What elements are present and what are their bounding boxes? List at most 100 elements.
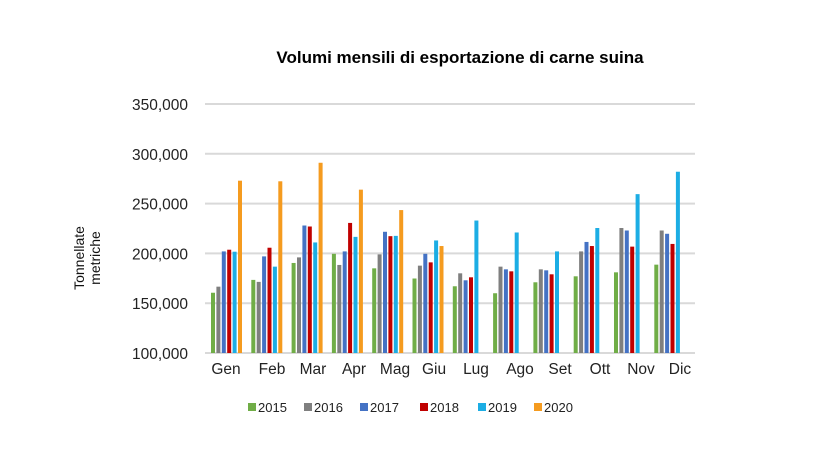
bar-Feb-2019 <box>272 266 277 353</box>
y-axis-ticks: 100,000 150,000 200,000 250,000 300,000 350,0… <box>132 97 188 363</box>
bar-Apr-2015 <box>331 253 336 353</box>
bar-Feb-2018 <box>267 247 272 353</box>
bar-Lug-2015 <box>452 286 457 353</box>
bar-Nov-2018 <box>630 246 635 353</box>
bar-Lug-2018 <box>469 277 473 353</box>
x-tick-label: Apr <box>342 361 366 378</box>
bar-Nov-2017 <box>624 230 629 353</box>
bar-Feb-2020 <box>278 181 283 353</box>
bar-Set-2016 <box>538 269 543 353</box>
bar-Mag-2016 <box>377 254 382 353</box>
x-tick-label: Nov <box>627 361 655 378</box>
legend-swatch-2018 <box>420 403 428 411</box>
bar-Gen-2017 <box>221 251 226 353</box>
bar-Ago-2016 <box>498 266 503 353</box>
bar-Ott-2016 <box>579 251 584 353</box>
bar-Giu-2020 <box>439 246 444 353</box>
legend-label: 2015 <box>258 400 287 415</box>
bar-Ott-2017 <box>584 241 589 353</box>
bar-Mag-2018 <box>388 236 393 353</box>
legend-swatch-2019 <box>478 403 486 411</box>
y-tick-label: 350,000 <box>132 97 188 114</box>
bar-Ago-2015 <box>493 293 498 353</box>
bar-Mar-2015 <box>291 262 296 353</box>
bar-Mar-2020 <box>318 162 323 353</box>
bar-Feb-2016 <box>256 281 261 353</box>
y-tick-label: 300,000 <box>132 147 188 164</box>
chart-title: Volumi mensili di esportazione di carne … <box>276 48 644 67</box>
bar-Apr-2018 <box>348 222 353 353</box>
x-tick-label: Mar <box>300 361 327 378</box>
bar-Nov-2019 <box>635 194 640 353</box>
x-tick-label: Gen <box>211 361 240 378</box>
bar-Mag-2017 <box>383 231 387 353</box>
bar-Gen-2016 <box>216 286 221 353</box>
bar-Apr-2020 <box>358 189 363 353</box>
bar-Dic-2018 <box>670 243 675 353</box>
x-tick-label: Giu <box>422 361 446 378</box>
bar-Dic-2017 <box>665 233 670 353</box>
bar-Apr-2016 <box>337 264 342 353</box>
bar-Set-2019 <box>555 251 559 353</box>
bar-Gen-2015 <box>211 292 215 353</box>
bar-Lug-2017 <box>463 280 468 353</box>
bar-Ott-2019 <box>595 228 600 353</box>
bar-Gen-2019 <box>232 251 237 353</box>
y-tick-label: 250,000 <box>132 197 188 214</box>
legend-label: 2017 <box>370 400 399 415</box>
y-axis-label-line-1: Tonnellate <box>71 226 87 290</box>
legend-label: 2016 <box>314 400 343 415</box>
y-axis-label: Tonnellate metriche <box>71 226 103 290</box>
bar-Mag-2015 <box>372 268 377 353</box>
y-tick-label: 150,000 <box>132 296 188 313</box>
y-tick-label: 200,000 <box>132 246 188 263</box>
bar-Ott-2018 <box>589 246 594 353</box>
bar-Mar-2017 <box>302 225 307 353</box>
bar-Nov-2015 <box>614 272 618 353</box>
legend-label: 2019 <box>488 400 517 415</box>
x-tick-label: Feb <box>259 361 286 378</box>
legend-swatch-2016 <box>304 403 312 411</box>
legend-label: 2018 <box>430 400 459 415</box>
bar-Set-2017 <box>544 270 549 353</box>
bar-Lug-2016 <box>458 273 463 353</box>
bar-Ott-2015 <box>573 276 578 353</box>
bar-Gen-2018 <box>227 249 232 353</box>
x-tick-label: Mag <box>380 361 410 378</box>
bar-Dic-2019 <box>675 171 680 353</box>
bar-Giu-2016 <box>417 265 422 353</box>
bar-Giu-2019 <box>434 240 439 353</box>
bar-Mag-2020 <box>399 210 404 353</box>
bar-Giu-2017 <box>423 253 428 353</box>
legend: 2015 2016 2017 2018 2019 2020 <box>248 400 573 415</box>
bar-Dic-2015 <box>654 264 659 353</box>
legend-label: 2020 <box>544 400 573 415</box>
bar-Feb-2017 <box>262 256 267 353</box>
bars <box>211 162 680 353</box>
legend-swatch-2015 <box>248 403 256 411</box>
bar-Ago-2017 <box>503 269 508 353</box>
bar-Giu-2018 <box>428 262 433 353</box>
x-tick-label: Dic <box>669 361 692 378</box>
bar-Apr-2019 <box>353 236 358 353</box>
bar-Dic-2016 <box>659 230 664 353</box>
bar-Nov-2016 <box>619 228 624 353</box>
gridlines <box>205 103 695 354</box>
bar-Apr-2017 <box>342 251 347 353</box>
x-tick-label: Ott <box>590 361 611 378</box>
legend-swatch-2020 <box>534 403 542 411</box>
bar-Ago-2019 <box>514 232 519 353</box>
bar-Giu-2015 <box>412 278 417 353</box>
bar-Mag-2019 <box>393 235 398 353</box>
x-tick-label: Lug <box>463 361 489 378</box>
bar-Ago-2018 <box>509 271 514 353</box>
x-axis-ticks: Gen Feb Mar Apr Mag Giu Lug Ago Set Ott Nov Dic <box>211 361 691 378</box>
bar-Mar-2019 <box>313 242 318 353</box>
legend-swatch-2017 <box>360 403 368 411</box>
bar-Mar-2018 <box>307 226 312 353</box>
y-tick-label: 100,000 <box>132 346 188 363</box>
bar-Lug-2019 <box>474 220 479 353</box>
bar-Set-2018 <box>549 274 554 353</box>
bar-Feb-2015 <box>251 279 256 353</box>
